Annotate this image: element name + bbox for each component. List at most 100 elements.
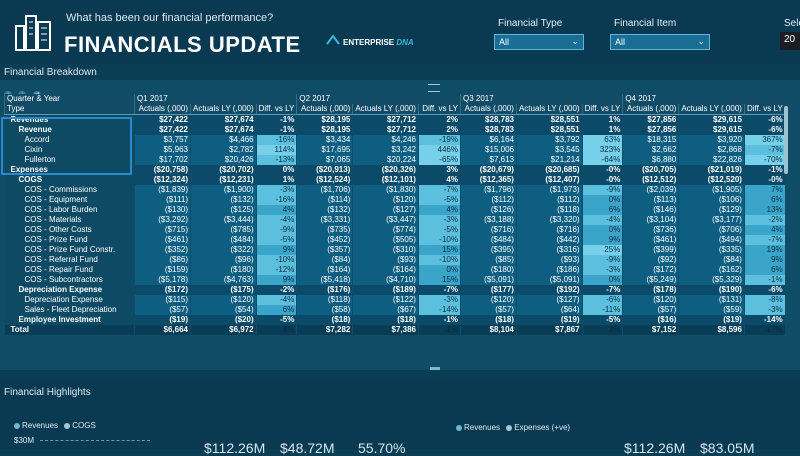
- legend-item[interactable]: Expenses (+ve): [514, 423, 571, 432]
- col-actuals[interactable]: Actuals (,000): [134, 104, 191, 115]
- legend-item[interactable]: Revenues: [464, 423, 501, 432]
- value-cell: $29,615: [678, 114, 745, 125]
- row-label[interactable]: COS - Subcontractors: [4, 275, 135, 285]
- col-actuals[interactable]: Actuals (,000): [622, 104, 679, 115]
- drag-handle-icon[interactable]: [428, 84, 440, 92]
- quarter-header[interactable]: Q1 2017: [133, 94, 297, 104]
- row-label[interactable]: COS - Materials: [4, 215, 135, 225]
- row-label[interactable]: COS - Repair Fund: [4, 265, 135, 275]
- table-row[interactable]: COS - Prize Fund ($461) ($484) -5% ($452) ($5…: [4, 235, 785, 245]
- visual-toolbar: ↑ ↓ ⇄: [4, 83, 43, 99]
- horizontal-scrollbar[interactable]: [430, 367, 440, 370]
- row-label[interactable]: Revenues: [4, 114, 135, 125]
- diff-cell: -14%: [743, 315, 785, 325]
- row-label[interactable]: COS - Prize Fund: [4, 235, 135, 245]
- diff-cell: -0%: [581, 165, 623, 175]
- col-actuals-ly[interactable]: Actuals LY (,000): [678, 104, 745, 115]
- value-cell: ($1,796): [459, 185, 517, 195]
- value-cell: ($335): [678, 245, 745, 255]
- row-label[interactable]: Fullerton: [4, 155, 135, 165]
- vertical-scrollbar[interactable]: [784, 106, 788, 174]
- row-label[interactable]: COS - Commissions: [4, 185, 135, 195]
- table-row[interactable]: Employee Investment ($19) ($20) -5% ($18) ($1…: [4, 315, 785, 325]
- value-cell: ($178): [622, 285, 679, 295]
- financial-type-dropdown[interactable]: All ⌄: [494, 34, 584, 50]
- col-actuals-ly[interactable]: Actuals LY (,000): [352, 104, 419, 115]
- value-cell: ($785): [190, 225, 257, 235]
- diff-cell: 9%: [581, 235, 623, 245]
- col-diff[interactable]: Diff. vs LY: [417, 104, 461, 115]
- table-row[interactable]: COS - Subcontractors ($5,178) ($4,763) 9% ($…: [4, 275, 785, 285]
- diff-cell: -3%: [743, 305, 785, 315]
- diff-cell: -7%: [743, 235, 785, 245]
- col-diff[interactable]: Diff. vs LY: [255, 104, 297, 115]
- value-cell: $6,972: [190, 325, 257, 335]
- value-cell: $7,386: [352, 325, 419, 335]
- diff-cell: -2%: [743, 215, 785, 225]
- row-label[interactable]: Revenue: [4, 125, 135, 135]
- row-label[interactable]: Employee Investment: [4, 315, 135, 325]
- table-row[interactable]: COGS ($12,324) ($12,231) 1% ($12,524) ($12,10…: [4, 175, 785, 185]
- brand-text: ENTERPRISE: [343, 38, 395, 47]
- table-row[interactable]: Sales - Fleet Depreciation ($57) ($54) 6% ($…: [4, 305, 785, 315]
- table-row[interactable]: Accord $3,757 $4,466 -16% $3,434 $4,246 -19% $6…: [4, 135, 785, 145]
- table-row[interactable]: Total $6,664 $6,972 -4% $7,282 $7,386 -1% $8,10…: [4, 325, 785, 335]
- row-label[interactable]: COS - Labor Burden: [4, 205, 135, 215]
- row-label[interactable]: Depreciation Expense: [4, 295, 135, 305]
- row-label[interactable]: COGS: [4, 175, 135, 185]
- row-label[interactable]: COS - Prize Fund Constr.: [4, 245, 135, 255]
- financial-item-dropdown[interactable]: All ⌄: [610, 34, 710, 50]
- diff-cell: -0%: [743, 175, 785, 185]
- table-row[interactable]: COS - Other Costs ($715) ($785) -9% ($735) ($…: [4, 225, 785, 235]
- table-row[interactable]: COS - Referral Fund ($86) ($96) -10% ($84) ($…: [4, 255, 785, 265]
- table-row[interactable]: Expenses ($20,758) ($20,702) 0% ($20,913) ($2…: [4, 165, 785, 175]
- row-label[interactable]: Expenses: [4, 165, 135, 175]
- table-row[interactable]: COS - Labor Burden ($130) ($125) 4% ($132) ($…: [4, 205, 785, 215]
- diff-cell: 9%: [255, 245, 297, 255]
- row-label[interactable]: COS - Other Costs: [4, 225, 135, 235]
- row-label[interactable]: Sales - Fleet Depreciation: [4, 305, 135, 315]
- quarter-header[interactable]: Q2 2017: [296, 94, 461, 104]
- legend-item[interactable]: COGS: [72, 421, 96, 430]
- value-cell: ($484): [190, 235, 257, 245]
- quarter-header[interactable]: Q3 2017: [459, 94, 623, 104]
- value-cell: ($175): [190, 285, 257, 295]
- col-actuals[interactable]: Actuals (,000): [459, 104, 517, 115]
- legend-dot-icon: [506, 424, 513, 431]
- diff-cell: -1%: [743, 165, 785, 175]
- kpi-revenue-2: $112.26M: [624, 440, 686, 456]
- table-row[interactable]: COS - Repair Fund ($159) ($180) -12% ($164)(…: [4, 265, 785, 275]
- value-cell: $28,195: [296, 114, 353, 125]
- table-row[interactable]: Revenue $27,422 $27,674 -1% $28,195 $27,712 2%…: [4, 125, 785, 135]
- row-label[interactable]: COS - Equipment: [4, 195, 135, 205]
- table-row[interactable]: Fullerton $17,702 $20,426 -13% $7,065 $20,224…: [4, 155, 785, 165]
- table-row[interactable]: Depreciation Expense ($115) ($120) -4% ($118…: [4, 295, 785, 305]
- value-cell: ($125): [190, 205, 257, 215]
- row-label[interactable]: Accord: [4, 135, 135, 145]
- table-row[interactable]: COS - Prize Fund Constr. ($352) ($322) 9% ($…: [4, 245, 785, 255]
- legend-item[interactable]: Revenues: [22, 421, 59, 430]
- select-year-slicer[interactable]: 20: [780, 32, 800, 50]
- value-cell: ($180): [190, 265, 257, 275]
- table-row[interactable]: COS - Equipment ($111) ($132) -16% ($114) ($1…: [4, 195, 785, 205]
- select-year-label: Sele: [784, 18, 800, 29]
- col-actuals-ly[interactable]: Actuals LY (,000): [515, 104, 583, 115]
- quarter-header[interactable]: Q4 2017: [622, 94, 785, 104]
- row-label[interactable]: Total: [4, 325, 135, 335]
- table-row[interactable]: Cixin $5,963 $2,782 114% $17,695 $3,242 446% $1…: [4, 145, 785, 155]
- value-cell: ($19): [515, 315, 583, 325]
- brand-name: ENTERPRISE DNA: [343, 38, 414, 47]
- col-diff[interactable]: Diff. vs LY: [743, 104, 785, 115]
- row-label[interactable]: Depreciation Expense: [4, 285, 135, 295]
- table-row[interactable]: Depreciation Expense ($172) ($175) -2% ($176…: [4, 285, 785, 295]
- table-row[interactable]: Revenues $27,422 $27,674 -1% $28,195 $27,712 2…: [4, 114, 785, 125]
- value-cell: ($461): [622, 235, 679, 245]
- col-diff[interactable]: Diff. vs LY: [581, 104, 623, 115]
- value-cell: ($3,104): [622, 215, 679, 225]
- table-row[interactable]: COS - Commissions ($1,839) ($1,900) -3% ($1,…: [4, 185, 785, 195]
- col-actuals[interactable]: Actuals (,000): [296, 104, 353, 115]
- table-row[interactable]: COS - Materials ($3,292) ($3,444) -4% ($3,33…: [4, 215, 785, 225]
- col-actuals-ly[interactable]: Actuals LY (,000): [190, 104, 257, 115]
- row-label[interactable]: COS - Referral Fund: [4, 255, 135, 265]
- row-label[interactable]: Cixin: [4, 145, 135, 155]
